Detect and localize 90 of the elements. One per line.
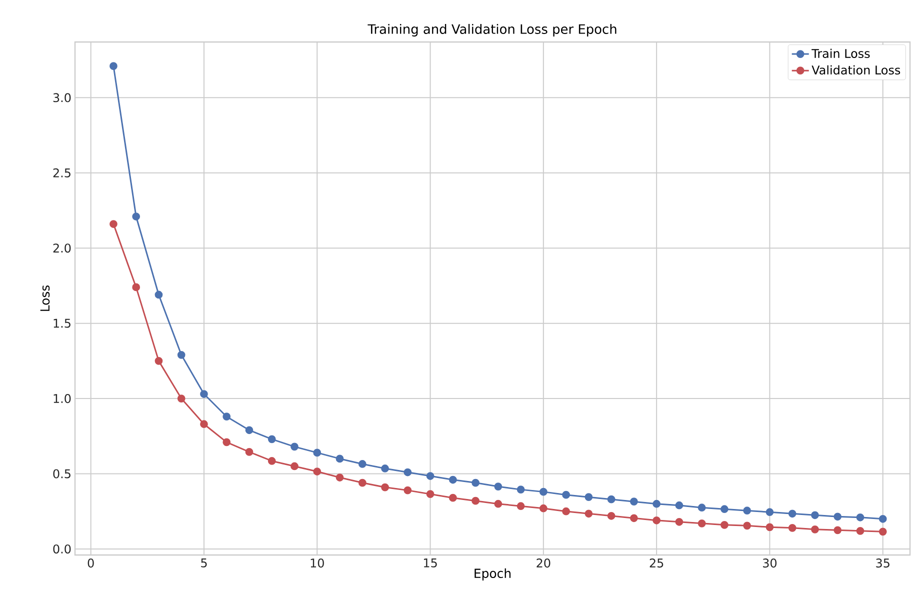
- y-tick-label: 0.0: [53, 544, 71, 554]
- point: [200, 390, 208, 398]
- y-tick-label: 2.0: [53, 244, 71, 253]
- point: [584, 510, 593, 518]
- point: [607, 512, 616, 520]
- point: [313, 448, 322, 457]
- point: [494, 500, 502, 508]
- point: [132, 212, 140, 220]
- point: [448, 476, 457, 484]
- x-tick-label: 35: [876, 558, 890, 568]
- point: [584, 493, 593, 502]
- y-tick-label: 1.0: [54, 394, 71, 404]
- legend-label: Validation Loss: [812, 65, 900, 75]
- y-tick-label: 0.5: [53, 469, 70, 478]
- point: [856, 526, 864, 535]
- point: [358, 478, 366, 487]
- point: [878, 514, 887, 523]
- point: [516, 502, 525, 510]
- point: [177, 394, 186, 402]
- point: [675, 518, 684, 526]
- point: [381, 483, 389, 492]
- point: [222, 412, 231, 421]
- point: [336, 474, 344, 482]
- point: [743, 522, 752, 530]
- point: [652, 516, 661, 524]
- chart-title: Training and Validation Loss per Epoch: [368, 24, 616, 36]
- y-tick-label: 1.5: [54, 318, 70, 328]
- point: [245, 448, 254, 456]
- point: [539, 488, 548, 496]
- y-axis-title: Loss: [40, 285, 50, 311]
- point: [811, 525, 819, 534]
- x-tick-label: 10: [310, 558, 324, 568]
- point: [154, 290, 163, 299]
- point: [110, 62, 118, 70]
- point: [472, 478, 480, 487]
- point: [472, 496, 480, 505]
- point: [268, 435, 276, 444]
- point: [336, 454, 344, 463]
- point: [856, 513, 864, 522]
- point: [630, 498, 638, 506]
- point: [404, 468, 412, 476]
- x-tick-label: 0: [88, 558, 94, 568]
- point: [222, 438, 231, 446]
- point: [630, 514, 638, 522]
- point: [200, 420, 208, 428]
- point: [652, 500, 661, 508]
- x-tick-label: 5: [201, 558, 207, 568]
- point: [290, 462, 298, 470]
- x-tick-label: 20: [536, 558, 550, 568]
- point: [675, 501, 684, 510]
- point: [698, 519, 706, 528]
- point: [788, 524, 796, 532]
- point: [788, 510, 796, 518]
- point: [766, 523, 774, 532]
- point: [720, 520, 728, 529]
- y-tick-label: 2.5: [53, 168, 70, 178]
- point: [448, 494, 457, 502]
- point: [720, 505, 728, 514]
- point: [743, 506, 752, 515]
- point: [494, 482, 502, 490]
- point: [539, 504, 548, 512]
- point: [562, 507, 570, 516]
- point: [154, 356, 163, 365]
- x-tick-label: 15: [424, 558, 437, 568]
- point: [426, 490, 434, 498]
- legend-label: Train Loss: [812, 48, 870, 58]
- point: [313, 468, 322, 476]
- point: [766, 508, 774, 516]
- point: [834, 526, 842, 534]
- point: [177, 350, 186, 359]
- x-tick-label: 25: [650, 558, 664, 568]
- point: [110, 220, 118, 228]
- x-tick-label: 30: [763, 558, 777, 568]
- y-tick-label: 3.0: [53, 93, 71, 102]
- point: [426, 472, 434, 480]
- point: [834, 512, 842, 521]
- point: [516, 486, 525, 494]
- point: [381, 464, 389, 472]
- point: [404, 486, 412, 494]
- point: [878, 528, 887, 536]
- point: [811, 511, 819, 520]
- point: [245, 426, 254, 434]
- point: [562, 490, 570, 499]
- point: [290, 442, 298, 451]
- point: [268, 457, 276, 465]
- point: [607, 495, 616, 504]
- point: [132, 283, 140, 292]
- x-axis-title: Epoch: [474, 568, 511, 580]
- point: [698, 504, 706, 512]
- point: [358, 460, 366, 468]
